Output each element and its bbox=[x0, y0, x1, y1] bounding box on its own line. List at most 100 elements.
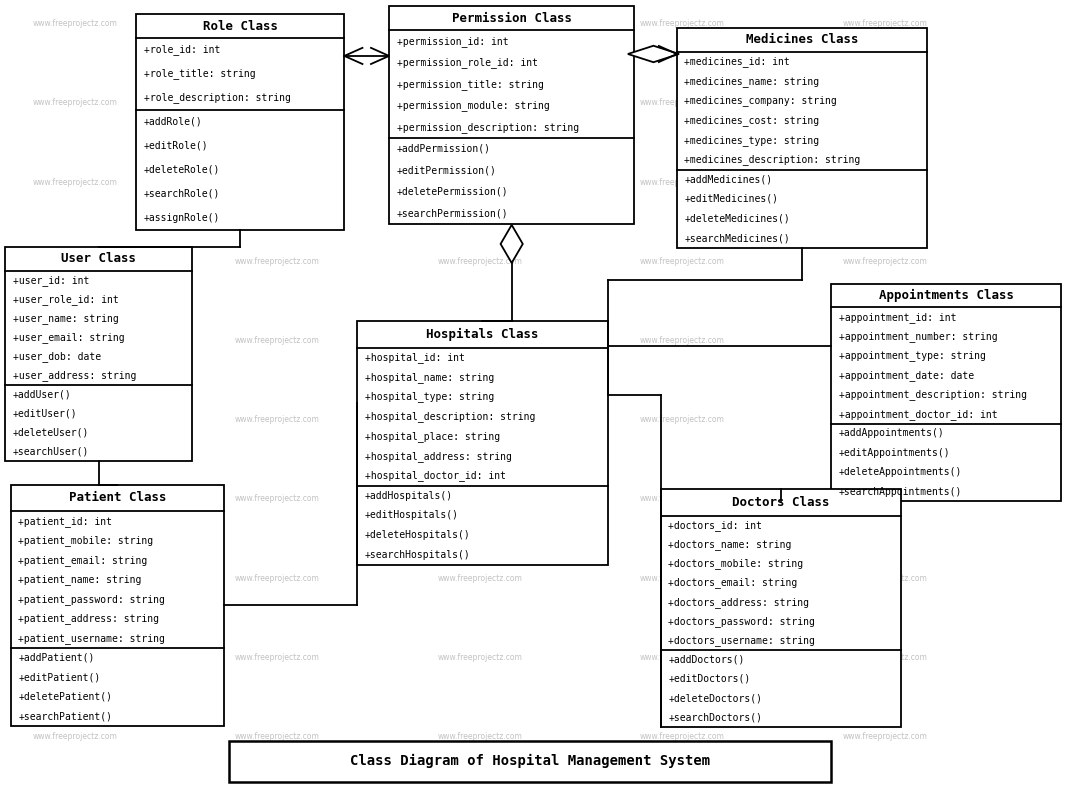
Text: +searchMedicines(): +searchMedicines() bbox=[684, 233, 790, 243]
Text: +editPermission(): +editPermission() bbox=[397, 166, 497, 175]
Text: +deleteHospitals(): +deleteHospitals() bbox=[365, 530, 470, 540]
Text: www.freeprojectz.com: www.freeprojectz.com bbox=[640, 336, 725, 345]
Text: www.freeprojectz.com: www.freeprojectz.com bbox=[32, 494, 117, 504]
Text: +patient_password: string: +patient_password: string bbox=[18, 594, 165, 604]
Text: www.freeprojectz.com: www.freeprojectz.com bbox=[32, 732, 117, 741]
Text: +hospital_description: string: +hospital_description: string bbox=[365, 411, 535, 422]
Polygon shape bbox=[501, 225, 522, 263]
Text: www.freeprojectz.com: www.freeprojectz.com bbox=[640, 177, 725, 187]
Text: Class Diagram of Hospital Management System: Class Diagram of Hospital Management Sys… bbox=[351, 754, 710, 768]
Text: +deletePatient(): +deletePatient() bbox=[18, 692, 112, 702]
Text: +user_dob: date: +user_dob: date bbox=[13, 351, 101, 362]
Text: +editUser(): +editUser() bbox=[13, 409, 78, 418]
Text: Medicines Class: Medicines Class bbox=[746, 33, 858, 46]
Text: +assignRole(): +assignRole() bbox=[144, 213, 221, 223]
Text: +patient_name: string: +patient_name: string bbox=[18, 574, 142, 585]
Text: www.freeprojectz.com: www.freeprojectz.com bbox=[235, 257, 320, 266]
Text: www.freeprojectz.com: www.freeprojectz.com bbox=[235, 336, 320, 345]
Text: www.freeprojectz.com: www.freeprojectz.com bbox=[437, 573, 522, 583]
Text: +doctors_name: string: +doctors_name: string bbox=[668, 539, 792, 550]
Text: +permission_title: string: +permission_title: string bbox=[397, 78, 544, 89]
Text: www.freeprojectz.com: www.freeprojectz.com bbox=[235, 732, 320, 741]
Bar bbox=[357, 321, 608, 565]
Text: +deleteAppointments(): +deleteAppointments() bbox=[839, 467, 963, 478]
Bar bbox=[677, 28, 927, 248]
Text: +searchPermission(): +searchPermission() bbox=[397, 208, 508, 219]
Text: www.freeprojectz.com: www.freeprojectz.com bbox=[32, 653, 117, 662]
Text: www.freeprojectz.com: www.freeprojectz.com bbox=[235, 653, 320, 662]
Text: +hospital_address: string: +hospital_address: string bbox=[365, 451, 512, 462]
Text: +appointment_number: string: +appointment_number: string bbox=[839, 331, 998, 342]
Text: www.freeprojectz.com: www.freeprojectz.com bbox=[842, 98, 927, 108]
Text: www.freeprojectz.com: www.freeprojectz.com bbox=[640, 494, 725, 504]
Text: www.freeprojectz.com: www.freeprojectz.com bbox=[437, 19, 522, 29]
Bar bbox=[661, 489, 901, 727]
Text: www.freeprojectz.com: www.freeprojectz.com bbox=[437, 177, 522, 187]
Text: www.freeprojectz.com: www.freeprojectz.com bbox=[235, 19, 320, 29]
Text: +medicines_name: string: +medicines_name: string bbox=[684, 76, 820, 87]
Text: www.freeprojectz.com: www.freeprojectz.com bbox=[842, 573, 927, 583]
Text: +searchHospitals(): +searchHospitals() bbox=[365, 550, 470, 560]
Text: www.freeprojectz.com: www.freeprojectz.com bbox=[842, 257, 927, 266]
Bar bbox=[831, 284, 1061, 501]
Text: www.freeprojectz.com: www.freeprojectz.com bbox=[235, 177, 320, 187]
Text: www.freeprojectz.com: www.freeprojectz.com bbox=[640, 573, 725, 583]
Text: +doctors_id: int: +doctors_id: int bbox=[668, 520, 762, 531]
Text: www.freeprojectz.com: www.freeprojectz.com bbox=[842, 732, 927, 741]
Text: www.freeprojectz.com: www.freeprojectz.com bbox=[235, 98, 320, 108]
Text: www.freeprojectz.com: www.freeprojectz.com bbox=[235, 494, 320, 504]
Text: +permission_description: string: +permission_description: string bbox=[397, 122, 579, 133]
Text: +user_name: string: +user_name: string bbox=[13, 313, 118, 324]
Text: +searchAppointments(): +searchAppointments() bbox=[839, 486, 963, 497]
Text: www.freeprojectz.com: www.freeprojectz.com bbox=[32, 19, 117, 29]
Text: www.freeprojectz.com: www.freeprojectz.com bbox=[437, 257, 522, 266]
Text: +deleteDoctors(): +deleteDoctors() bbox=[668, 693, 762, 703]
Text: +addUser(): +addUser() bbox=[13, 390, 71, 399]
Text: +addPatient(): +addPatient() bbox=[18, 653, 95, 663]
Text: www.freeprojectz.com: www.freeprojectz.com bbox=[842, 177, 927, 187]
Text: +role_id: int: +role_id: int bbox=[144, 44, 221, 55]
Text: www.freeprojectz.com: www.freeprojectz.com bbox=[842, 494, 927, 504]
Text: +patient_address: string: +patient_address: string bbox=[18, 613, 159, 624]
Text: Doctors Class: Doctors Class bbox=[732, 496, 829, 509]
Text: +user_role_id: int: +user_role_id: int bbox=[13, 294, 118, 305]
Text: +user_id: int: +user_id: int bbox=[13, 275, 90, 286]
Text: +medicines_description: string: +medicines_description: string bbox=[684, 154, 860, 166]
Text: +doctors_mobile: string: +doctors_mobile: string bbox=[668, 558, 804, 569]
Text: +editHospitals(): +editHospitals() bbox=[365, 510, 458, 520]
Text: Role Class: Role Class bbox=[203, 20, 278, 32]
Text: +patient_id: int: +patient_id: int bbox=[18, 516, 112, 527]
Text: +addAppointments(): +addAppointments() bbox=[839, 428, 944, 439]
Text: +addMedicines(): +addMedicines() bbox=[684, 174, 773, 185]
Text: www.freeprojectz.com: www.freeprojectz.com bbox=[842, 415, 927, 425]
Text: +appointment_id: int: +appointment_id: int bbox=[839, 312, 956, 322]
Text: www.freeprojectz.com: www.freeprojectz.com bbox=[437, 415, 522, 425]
Text: +hospital_id: int: +hospital_id: int bbox=[365, 352, 465, 363]
Polygon shape bbox=[628, 46, 679, 63]
Text: +addPermission(): +addPermission() bbox=[397, 144, 490, 154]
Text: +user_address: string: +user_address: string bbox=[13, 370, 136, 381]
Text: +appointment_type: string: +appointment_type: string bbox=[839, 351, 986, 361]
Text: +appointment_date: date: +appointment_date: date bbox=[839, 370, 974, 381]
Text: +editDoctors(): +editDoctors() bbox=[668, 674, 750, 684]
Text: www.freeprojectz.com: www.freeprojectz.com bbox=[640, 415, 725, 425]
Text: User Class: User Class bbox=[61, 253, 136, 265]
Text: www.freeprojectz.com: www.freeprojectz.com bbox=[437, 336, 522, 345]
Text: +doctors_username: string: +doctors_username: string bbox=[668, 635, 815, 646]
Text: +searchRole(): +searchRole() bbox=[144, 188, 221, 199]
Text: +appointment_description: string: +appointment_description: string bbox=[839, 390, 1027, 400]
Text: +addDoctors(): +addDoctors() bbox=[668, 655, 745, 664]
Text: +patient_mobile: string: +patient_mobile: string bbox=[18, 535, 154, 546]
Bar bbox=[11, 485, 224, 726]
Text: www.freeprojectz.com: www.freeprojectz.com bbox=[842, 336, 927, 345]
Text: www.freeprojectz.com: www.freeprojectz.com bbox=[640, 19, 725, 29]
Text: +role_description: string: +role_description: string bbox=[144, 93, 291, 103]
Text: +doctors_password: string: +doctors_password: string bbox=[668, 616, 815, 626]
Text: +searchUser(): +searchUser() bbox=[13, 447, 90, 456]
Text: Hospitals Class: Hospitals Class bbox=[426, 328, 538, 341]
Text: www.freeprojectz.com: www.freeprojectz.com bbox=[640, 653, 725, 662]
Text: www.freeprojectz.com: www.freeprojectz.com bbox=[32, 98, 117, 108]
Text: +searchPatient(): +searchPatient() bbox=[18, 711, 112, 722]
Text: Patient Class: Patient Class bbox=[68, 492, 166, 505]
Text: www.freeprojectz.com: www.freeprojectz.com bbox=[842, 653, 927, 662]
